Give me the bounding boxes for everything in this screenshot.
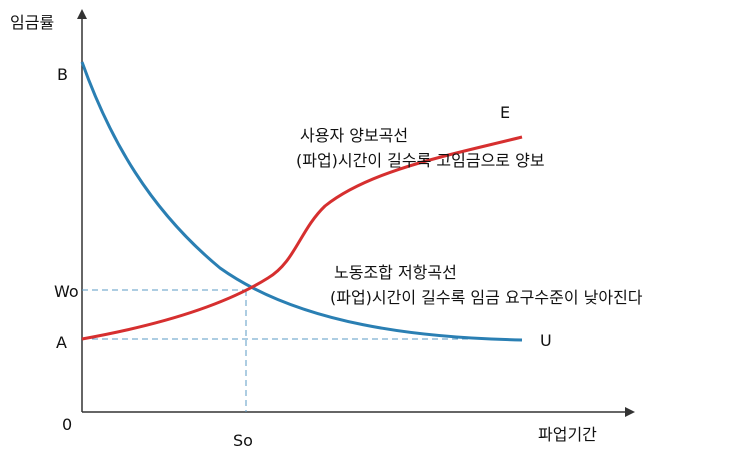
y-marker-a: A — [56, 333, 67, 352]
union-curve-description: (파업)시간이 길수록 임금 요구수준이 낮아진다 — [330, 288, 643, 307]
employer-curve-title: 사용자 양보곡선 — [300, 126, 408, 145]
union-curve-end-label: U — [540, 331, 552, 350]
union-curve-title: 노동조합 저항곡선 — [334, 263, 457, 282]
employer-curve-description: (파업)시간이 길수록 고임금으로 양보 — [296, 151, 545, 170]
employer-concession-curve — [81, 135, 523, 341]
x-axis-label: 파업기간 — [538, 425, 597, 444]
union-resistance-curve — [80, 61, 523, 342]
x-marker-so: So — [233, 431, 253, 450]
y-marker-b: B — [57, 65, 68, 84]
origin-label: 0 — [62, 415, 72, 434]
employer-curve-end-label: E — [500, 103, 510, 122]
y-axis-label: 임금률 — [10, 13, 54, 32]
y-marker-wo: Wo — [54, 282, 79, 301]
